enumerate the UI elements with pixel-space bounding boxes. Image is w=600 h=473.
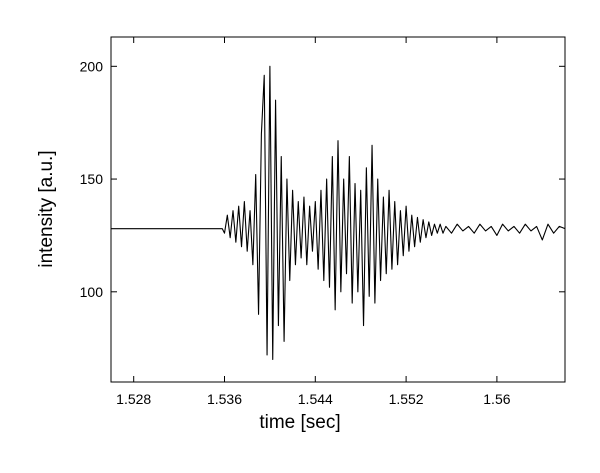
signal-line <box>111 65 566 360</box>
y-axis-label: intensity [a.u.] <box>36 150 57 267</box>
y-tick-label: 150 <box>80 171 104 187</box>
x-tick-label: 1.528 <box>116 391 151 407</box>
plot-frame <box>110 36 566 383</box>
x-tick-label: 1.56 <box>483 391 510 407</box>
y-tick-label: 200 <box>80 58 104 74</box>
x-tick-label: 1.552 <box>389 391 424 407</box>
x-tick-label: 1.544 <box>298 391 333 407</box>
x-axis-label: time [sec] <box>259 412 340 433</box>
y-tick-label: 100 <box>80 284 104 300</box>
x-tick-label: 1.536 <box>207 391 242 407</box>
